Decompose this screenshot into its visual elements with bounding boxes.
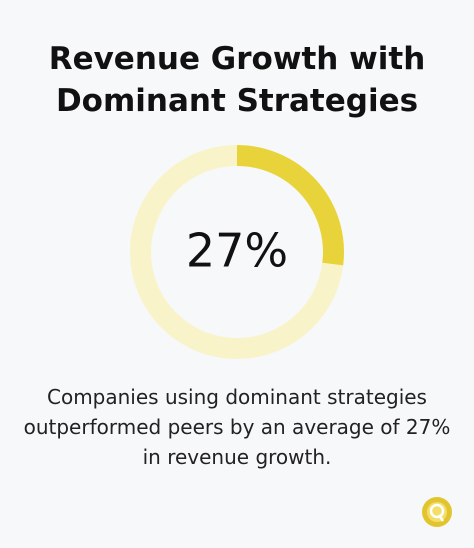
center-label: 27% [186,224,288,278]
donut-segment [236,145,344,266]
caption: Companies using dominant strategies outp… [23,385,451,469]
chart-title: Revenue Growth with Dominant Strategies [48,41,426,119]
logo [422,497,452,527]
